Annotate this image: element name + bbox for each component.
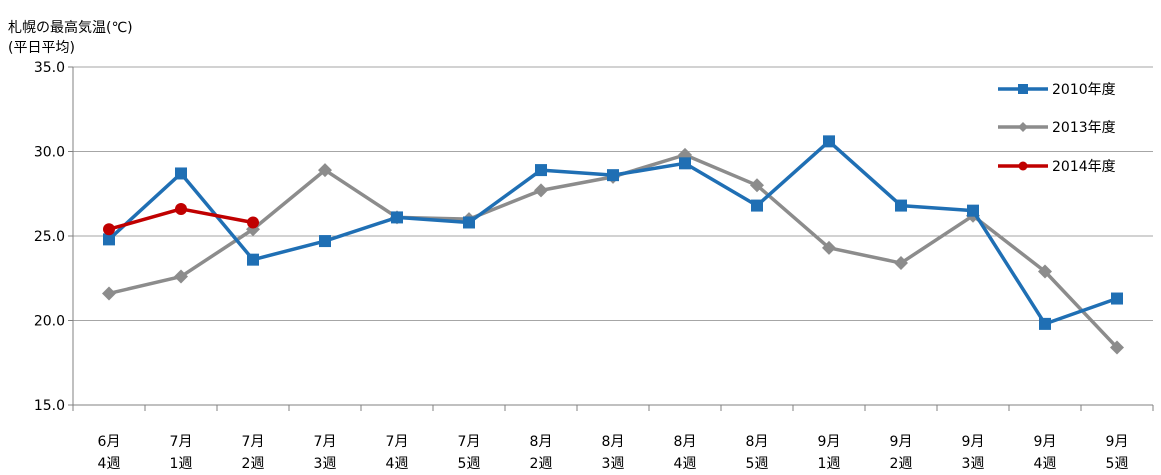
data-point xyxy=(175,167,187,180)
x-tick-label-month: 9月 xyxy=(1034,434,1057,450)
data-point xyxy=(823,135,835,148)
data-point xyxy=(247,216,259,229)
data-point xyxy=(318,163,332,178)
x-tick-label-week: 3週 xyxy=(602,456,625,472)
legend-label: 2010年度 xyxy=(1052,82,1116,98)
data-point xyxy=(894,256,908,271)
data-point xyxy=(103,233,115,246)
data-point xyxy=(679,157,691,170)
x-tick-label-week: 5週 xyxy=(746,456,769,472)
legend-entry: 2010年度 xyxy=(998,82,1116,98)
x-tick-label-week: 5週 xyxy=(1106,456,1129,472)
legend-marker xyxy=(1018,84,1028,94)
x-tick-label-month: 9月 xyxy=(1106,434,1129,450)
data-point xyxy=(247,253,259,266)
data-point xyxy=(534,183,548,198)
legend-entry: 2014年度 xyxy=(998,159,1116,175)
y-tick-labels: 15.0 20.0 25.0 30.0 35.0 xyxy=(34,60,65,414)
x-tick-label-week: 4週 xyxy=(386,456,409,472)
chart-title: 札幌の最高気温(℃) xyxy=(8,19,133,36)
data-point xyxy=(895,199,907,212)
legend-label: 2014年度 xyxy=(1052,159,1116,175)
y-tick-label: 15.0 xyxy=(34,398,65,414)
x-tick-label-week: 1週 xyxy=(818,456,841,472)
x-tick-labels: 6月 4週 7月 1週 7月 2週 7月 3週 7月 4週 7月 5週 8月 2週 8月 3週 8月 4週 8月 5週… xyxy=(98,434,1129,472)
x-tick-label-month: 8月 xyxy=(746,434,769,450)
legend-marker xyxy=(1018,161,1028,171)
series-line xyxy=(107,139,1118,326)
data-point xyxy=(535,164,547,177)
x-tick-label-week: 2週 xyxy=(242,456,265,472)
chart-subtitle: (平日平均) xyxy=(8,40,75,56)
data-point xyxy=(1038,264,1052,279)
data-point xyxy=(463,216,475,229)
legend-marker xyxy=(1018,122,1028,132)
y-tick-label: 25.0 xyxy=(34,229,65,245)
x-tick-label-month: 9月 xyxy=(890,434,913,450)
x-tick-label-month: 7月 xyxy=(170,434,193,450)
data-point xyxy=(607,169,619,182)
series-2010年度 xyxy=(103,135,1123,330)
x-tick-label-month: 6月 xyxy=(98,434,121,450)
gridlines xyxy=(73,66,1153,321)
data-point xyxy=(1110,340,1124,355)
series-2014年度 xyxy=(103,202,259,236)
data-point xyxy=(391,211,403,224)
x-tick-label-week: 4週 xyxy=(98,456,121,472)
data-point xyxy=(967,204,979,217)
legend-label: 2013年度 xyxy=(1052,120,1116,136)
data-point xyxy=(103,223,115,236)
y-tick-label: 35.0 xyxy=(34,60,65,76)
x-tick-label-week: 4週 xyxy=(1034,456,1057,472)
x-tick-label-month: 9月 xyxy=(818,434,841,450)
data-point xyxy=(822,240,836,255)
x-tick-label-month: 7月 xyxy=(386,434,409,450)
x-tick-label-month: 8月 xyxy=(674,434,697,450)
data-point xyxy=(102,286,116,301)
y-tick-label: 30.0 xyxy=(34,145,65,161)
x-tick-label-week: 1週 xyxy=(170,456,193,472)
legend: 2010年度 2013年度 2014年度 xyxy=(998,82,1116,175)
series-lines xyxy=(102,135,1124,355)
x-tick-label-week: 3週 xyxy=(314,456,337,472)
x-tick-label-week: 2週 xyxy=(890,456,913,472)
y-tick-label: 20.0 xyxy=(34,314,65,330)
x-tick-label-month: 8月 xyxy=(602,434,625,450)
x-tick-label-week: 5週 xyxy=(458,456,481,472)
x-tick-label-week: 3週 xyxy=(962,456,985,472)
data-point xyxy=(1039,317,1051,330)
data-point xyxy=(750,178,764,193)
x-tick-label-month: 7月 xyxy=(242,434,265,450)
axes xyxy=(68,66,1154,411)
data-point xyxy=(174,269,188,284)
x-tick-label-month: 9月 xyxy=(962,434,985,450)
data-point xyxy=(319,235,331,248)
x-tick-label-week: 4週 xyxy=(674,456,697,472)
x-tick-label-month: 7月 xyxy=(314,434,337,450)
data-point xyxy=(175,202,187,215)
x-tick-label-month: 7月 xyxy=(458,434,481,450)
x-tick-label-week: 2週 xyxy=(530,456,553,472)
legend-entry: 2013年度 xyxy=(998,120,1116,136)
data-point xyxy=(1111,292,1123,305)
x-tick-label-month: 8月 xyxy=(530,434,553,450)
data-point xyxy=(751,199,763,212)
